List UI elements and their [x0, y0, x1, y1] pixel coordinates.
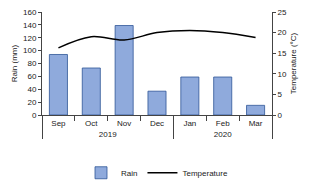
svg-text:40: 40 [27, 85, 36, 94]
svg-text:140: 140 [23, 21, 37, 30]
svg-text:15: 15 [278, 49, 287, 58]
svg-text:Temperature (°C): Temperature (°C) [289, 32, 298, 94]
svg-text:2020: 2020 [214, 130, 232, 139]
svg-text:80: 80 [27, 59, 36, 68]
svg-text:Sep: Sep [51, 119, 66, 128]
svg-text:Jan: Jan [183, 119, 196, 128]
svg-text:0: 0 [32, 111, 37, 120]
svg-text:2019: 2019 [99, 130, 117, 139]
svg-text:60: 60 [27, 72, 36, 81]
svg-text:120: 120 [23, 34, 37, 43]
svg-text:20: 20 [278, 28, 287, 37]
svg-text:0: 0 [278, 111, 283, 120]
svg-text:25: 25 [278, 8, 287, 17]
svg-text:10: 10 [278, 70, 287, 79]
svg-text:Temperature: Temperature [182, 169, 227, 178]
svg-text:160: 160 [23, 8, 37, 17]
svg-text:Feb: Feb [216, 119, 230, 128]
svg-text:Rain: Rain [121, 169, 137, 178]
svg-text:100: 100 [23, 46, 37, 55]
svg-text:5: 5 [278, 90, 283, 99]
svg-text:Rain (mm): Rain (mm) [10, 45, 19, 83]
svg-text:Nov: Nov [117, 119, 131, 128]
svg-text:20: 20 [27, 98, 36, 107]
svg-text:Dec: Dec [150, 119, 164, 128]
svg-text:Mar: Mar [249, 119, 263, 128]
svg-text:Oct: Oct [85, 119, 98, 128]
